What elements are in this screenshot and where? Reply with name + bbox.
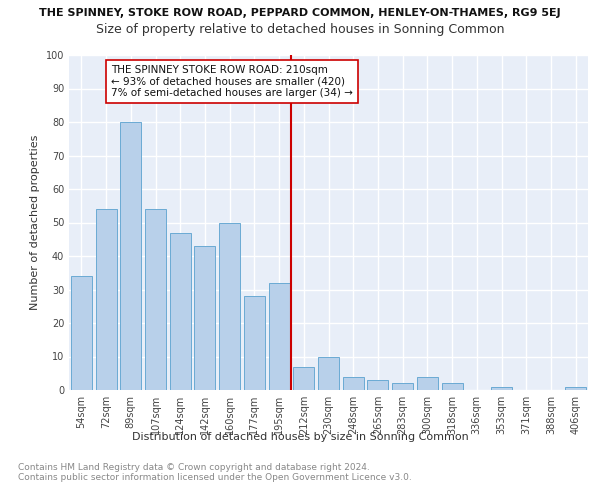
Bar: [219, 222, 240, 390]
Text: Distribution of detached houses by size in Sonning Common: Distribution of detached houses by size …: [131, 432, 469, 442]
Bar: [565, 386, 586, 390]
Bar: [194, 246, 215, 390]
Bar: [71, 276, 92, 390]
Bar: [244, 296, 265, 390]
Bar: [367, 380, 388, 390]
Bar: [145, 209, 166, 390]
Text: Size of property relative to detached houses in Sonning Common: Size of property relative to detached ho…: [96, 22, 504, 36]
Bar: [318, 356, 339, 390]
Bar: [269, 283, 290, 390]
Text: THE SPINNEY, STOKE ROW ROAD, PEPPARD COMMON, HENLEY-ON-THAMES, RG9 5EJ: THE SPINNEY, STOKE ROW ROAD, PEPPARD COM…: [39, 8, 561, 18]
Bar: [170, 232, 191, 390]
Text: Contains HM Land Registry data © Crown copyright and database right 2024.
Contai: Contains HM Land Registry data © Crown c…: [18, 462, 412, 482]
Bar: [491, 386, 512, 390]
Bar: [392, 384, 413, 390]
Bar: [417, 376, 438, 390]
Bar: [293, 366, 314, 390]
Y-axis label: Number of detached properties: Number of detached properties: [30, 135, 40, 310]
Bar: [120, 122, 141, 390]
Bar: [442, 384, 463, 390]
Bar: [95, 209, 116, 390]
Bar: [343, 376, 364, 390]
Text: THE SPINNEY STOKE ROW ROAD: 210sqm
← 93% of detached houses are smaller (420)
7%: THE SPINNEY STOKE ROW ROAD: 210sqm ← 93%…: [111, 65, 353, 98]
